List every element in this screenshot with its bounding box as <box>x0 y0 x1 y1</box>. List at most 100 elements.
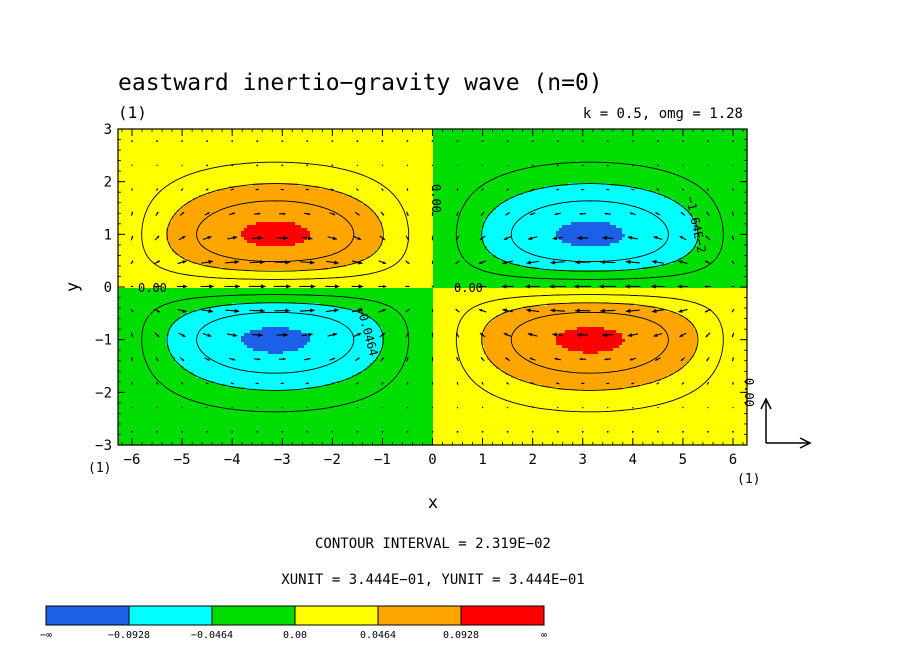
field-cell <box>139 261 143 265</box>
field-cell <box>142 279 146 283</box>
field-cell <box>118 276 122 280</box>
field-cell <box>130 186 134 190</box>
field-cell <box>118 423 122 427</box>
field-cell <box>142 204 146 208</box>
field-cell <box>139 273 143 277</box>
field-cell <box>139 339 143 343</box>
field-cell <box>130 270 134 274</box>
field-cell <box>142 207 146 211</box>
field-cell <box>118 174 122 178</box>
field-cell <box>136 207 140 211</box>
field-cell <box>127 258 131 262</box>
field-cell <box>139 402 143 406</box>
field-cell <box>127 246 131 250</box>
field-cell <box>127 330 131 334</box>
field-cell <box>136 180 140 184</box>
field-cell <box>139 246 143 250</box>
field-cell <box>136 441 140 445</box>
field-cell <box>142 195 146 199</box>
field-cell <box>127 180 131 184</box>
field-cell <box>142 225 146 229</box>
field-cell <box>133 192 137 196</box>
field-cell <box>130 192 134 196</box>
field-cell <box>127 165 131 169</box>
field-cell <box>127 423 131 427</box>
field-cell <box>124 192 128 196</box>
field-cell <box>136 255 140 259</box>
field-cell <box>136 366 140 370</box>
field-cell <box>127 198 131 202</box>
field-cell <box>133 288 137 292</box>
field-cell <box>127 309 131 313</box>
field-cell <box>127 357 131 361</box>
field-cell <box>136 132 140 136</box>
field-cell <box>121 420 125 424</box>
field-cell <box>136 393 140 397</box>
field-cell <box>118 219 122 223</box>
field-cell <box>118 384 122 388</box>
field-cell <box>133 195 137 199</box>
field-cell <box>130 198 134 202</box>
field-cell <box>118 261 122 265</box>
field-cell <box>127 321 131 325</box>
field-cell <box>136 213 140 217</box>
field-cell <box>121 303 125 307</box>
field-cell <box>121 309 125 313</box>
field-cell <box>136 237 140 241</box>
field-cell <box>130 306 134 310</box>
field-cell <box>139 372 143 376</box>
field-cell <box>127 234 131 238</box>
field-cell <box>121 165 125 169</box>
field-cell <box>118 321 122 325</box>
field-cell <box>124 384 128 388</box>
field-cell <box>139 363 143 367</box>
field-cell <box>127 129 131 133</box>
field-cell <box>118 165 122 169</box>
field-cell <box>139 432 143 436</box>
field-cell <box>121 246 125 250</box>
field-cell <box>118 267 122 271</box>
field-cell <box>139 237 143 241</box>
field-cell <box>118 195 122 199</box>
field-cell <box>139 426 143 430</box>
field-cell <box>118 228 122 232</box>
field-cell <box>127 306 131 310</box>
field-cell <box>118 393 122 397</box>
field-cell <box>118 336 122 340</box>
field-cell <box>139 420 143 424</box>
field-cell <box>136 156 140 160</box>
field-cell <box>127 288 131 292</box>
field-cell <box>130 342 134 346</box>
field-cell <box>133 240 137 244</box>
field-cell <box>139 414 143 418</box>
field-cell <box>133 369 137 373</box>
field-cell <box>136 381 140 385</box>
field-cell <box>130 249 134 253</box>
field-cell <box>139 297 143 301</box>
field-cell <box>127 168 131 172</box>
field-cell <box>139 318 143 322</box>
field-cell <box>121 243 125 247</box>
field-cell <box>127 282 131 286</box>
field-cell <box>127 252 131 256</box>
field-cell <box>130 219 134 223</box>
field-cell <box>118 237 122 241</box>
field-cell <box>133 156 137 160</box>
field-cell <box>118 234 122 238</box>
field-cell <box>139 384 143 388</box>
field-cell <box>133 417 137 421</box>
field-cell <box>139 321 143 325</box>
field-cell <box>127 249 131 253</box>
field-cell <box>142 189 146 193</box>
field-cell <box>136 234 140 238</box>
field-cell <box>118 198 122 202</box>
field-cell <box>130 315 134 319</box>
field-cell <box>136 297 140 301</box>
field-cell <box>127 213 131 217</box>
field-cell <box>139 381 143 385</box>
field-cell <box>121 336 125 340</box>
field-cell <box>118 288 122 292</box>
field-cell <box>127 426 131 430</box>
field-cell <box>133 177 137 181</box>
field-cell <box>136 318 140 322</box>
